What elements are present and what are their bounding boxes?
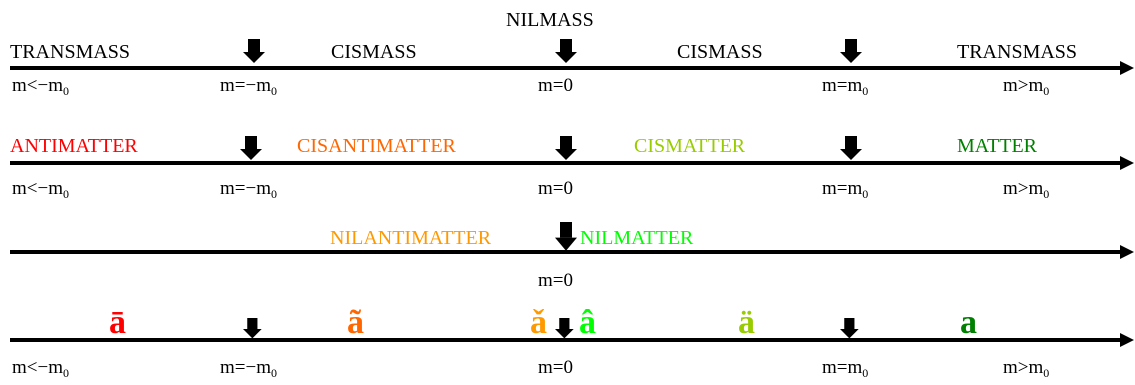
down-arrow-icon (243, 39, 265, 63)
glyph-axis-line (10, 338, 1122, 342)
glyph-cismatter: ä (738, 304, 755, 341)
down-arrow-icon (555, 222, 577, 251)
label-matter: MATTER (957, 135, 1037, 157)
down-arrow-icon (555, 39, 577, 63)
matter-axis-line (10, 161, 1122, 165)
nil-axis-line (10, 250, 1122, 254)
down-arrow-icon (555, 318, 574, 339)
down-arrow-icon (840, 318, 859, 339)
down-arrow-icon (555, 136, 577, 160)
arrowhead-icon (1120, 61, 1134, 75)
value-m-eq-0: m=0 (538, 270, 573, 291)
down-arrow-icon (840, 136, 862, 160)
value-m-less-neg-m0: m<−m0 (12, 178, 69, 201)
glyph-antimatter: ā (109, 304, 126, 341)
glyph-cisantimatter: ã (347, 304, 364, 341)
label-transmass-right: TRANSMASS (957, 41, 1078, 63)
value-m-less-neg-m0: m<−m0 (12, 357, 69, 380)
value-m-eq-neg-m0: m=−m0 (220, 178, 277, 201)
arrowhead-icon (1120, 245, 1134, 259)
glyph-matter: a (960, 304, 977, 341)
value-m-eq-neg-m0: m=−m0 (220, 357, 277, 380)
value-m-eq-0: m=0 (538, 178, 573, 199)
value-m-greater-m0: m>m0 (1003, 178, 1050, 201)
label-nilmass: NILMASS (506, 9, 594, 31)
label-cismatter: CISMATTER (634, 135, 746, 157)
value-m-greater-m0: m>m0 (1003, 357, 1050, 380)
value-m-greater-m0: m>m0 (1003, 75, 1050, 98)
label-transmass-left: TRANSMASS (10, 41, 131, 63)
down-arrow-icon (243, 318, 262, 339)
value-m-eq-0: m=0 (538, 357, 573, 378)
glyph-nilantimatter: ǎ (530, 304, 547, 341)
label-nilmatter: NILMATTER (580, 227, 694, 249)
mass-axis-line (10, 66, 1122, 70)
down-arrow-icon (840, 39, 862, 63)
arrowhead-icon (1120, 156, 1134, 170)
value-m-eq-neg-m0: m=−m0 (220, 75, 277, 98)
label-cisantimatter: CISANTIMATTER (297, 135, 456, 157)
label-cismass-right: CISMASS (677, 41, 763, 63)
label-nilantimatter: NILANTIMATTER (330, 227, 492, 249)
value-m-eq-m0: m=m0 (822, 75, 869, 98)
label-cismass-left: CISMASS (331, 41, 417, 63)
glyph-nilmatter: â (579, 304, 596, 341)
value-m-eq-m0: m=m0 (822, 178, 869, 201)
down-arrow-icon (240, 136, 262, 160)
label-antimatter: ANTIMATTER (10, 135, 138, 157)
value-m-eq-0: m=0 (538, 75, 573, 96)
value-m-eq-m0: m=m0 (822, 357, 869, 380)
arrowhead-icon (1120, 333, 1134, 347)
value-m-less-neg-m0: m<−m0 (12, 75, 69, 98)
